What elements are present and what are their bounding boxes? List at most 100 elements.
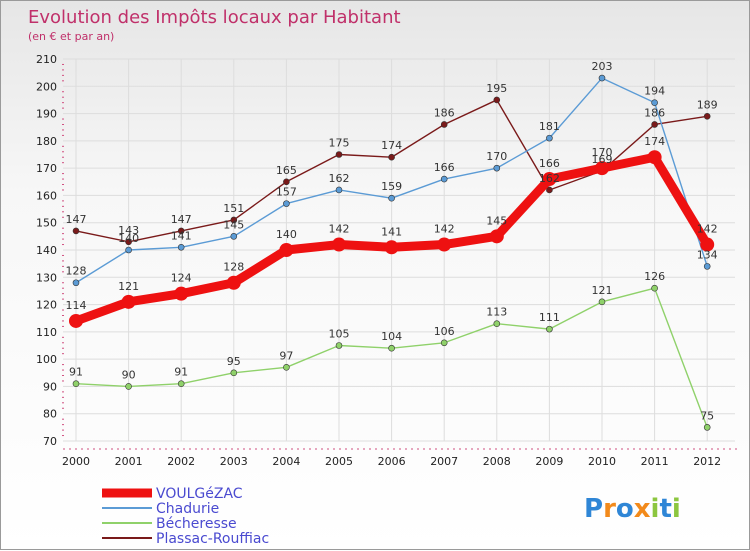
data-point [72,380,80,388]
data-label: 165 [276,164,297,177]
data-label: 166 [539,157,560,170]
data-label: 159 [381,180,402,193]
data-label: 151 [223,202,244,215]
data-label: 143 [118,224,139,237]
x-tick-label: 2005 [325,455,353,468]
x-tick-label: 2008 [483,455,511,468]
data-point [230,369,238,377]
legend-label: VOULGéZAC [156,486,243,502]
data-point [177,380,185,388]
data-point [388,194,395,202]
data-label: 75 [700,409,714,422]
x-tick-label: 2003 [220,455,248,468]
data-point [598,298,606,306]
data-point [546,134,553,142]
data-point [72,279,80,287]
legend-label: Bécheresse [156,516,237,532]
y-tick-label: 140 [36,244,57,257]
data-point [177,243,185,251]
data-label: 106 [434,325,455,338]
data-point [125,246,132,254]
legend-item: VOULGéZAC [102,486,243,502]
data-label: 194 [644,85,665,98]
logo-letter: t [659,494,671,524]
x-tick-label: 2001 [115,455,143,468]
data-point [651,121,658,128]
data-point [125,238,132,246]
data-labels: 147 143 147 151 165 175 174 186 195 162 169 186 189 1… [66,60,718,422]
legend-item: Plassac-Rouffiac [102,531,269,547]
y-tick-label: 150 [36,217,57,230]
data-label: 195 [486,82,507,95]
data-point [283,364,290,371]
logo-letter: i [651,494,660,524]
data-label: 145 [486,214,507,227]
data-point [700,237,715,252]
y-tick-label: 90 [43,380,57,393]
x-tick-label: 2007 [430,455,458,468]
y-tick-label: 100 [36,353,57,366]
data-label: 140 [118,232,139,245]
data-point [542,172,557,187]
data-point [332,237,346,252]
series-voulg-zac [69,150,715,328]
data-label: 142 [434,223,455,236]
legend: VOULGéZACChadurieBécheressePlassac-Rouff… [102,486,269,547]
data-label: 124 [171,272,192,285]
data-label: 140 [276,228,297,241]
data-point [651,99,658,106]
series-plassac-rouffiac [72,96,711,246]
legend-label: Chadurie [156,501,219,517]
chart-subtitle: (en € et par an) [28,30,114,43]
x-tick-label: 2009 [535,455,563,468]
x-tick-label: 2011 [641,455,669,468]
data-point [493,320,501,327]
data-label: 142 [697,223,718,236]
data-label: 111 [539,311,560,324]
x-tick-label: 2000 [62,455,90,468]
data-point [335,342,343,349]
data-label: 90 [122,368,136,381]
data-point [384,240,399,255]
data-point [595,161,609,176]
legend-label: Plassac-Rouffiac [156,531,269,547]
data-point [388,344,395,352]
data-point [279,243,294,257]
y-tick-label: 120 [36,299,57,312]
chart-title: Evolution des Impôts locaux par Habitant [28,7,401,28]
x-tick-label: 2012 [693,455,721,468]
data-point [651,284,658,292]
y-tick-label: 210 [36,53,57,66]
data-point [647,150,662,165]
data-label: 113 [486,306,507,319]
data-label: 157 [276,186,297,199]
x-tick-label: 2006 [378,455,406,468]
data-point [335,151,343,158]
logo-letter: r [603,494,616,524]
series-b-cheresse [72,284,711,431]
data-label: 203 [592,60,613,73]
data-label: 134 [697,248,718,261]
data-label: 91 [69,366,83,379]
data-point [489,229,504,244]
x-tick-label: 2002 [167,455,195,468]
data-label: 166 [434,161,455,174]
axes: 7080901001101201301401501601701801902002… [36,53,737,468]
data-label: 128 [66,265,87,278]
data-label: 186 [434,106,455,119]
data-point [69,313,83,328]
data-label: 95 [227,355,241,368]
data-label: 186 [644,106,665,119]
data-point [283,178,290,186]
data-point [437,237,452,252]
data-label: 174 [644,135,665,148]
y-tick-label: 180 [36,135,57,148]
data-point [440,121,448,128]
logo-letter: o [616,494,634,524]
data-point [177,227,185,235]
data-point [283,200,290,207]
data-point [121,294,136,309]
data-label: 142 [329,223,350,236]
